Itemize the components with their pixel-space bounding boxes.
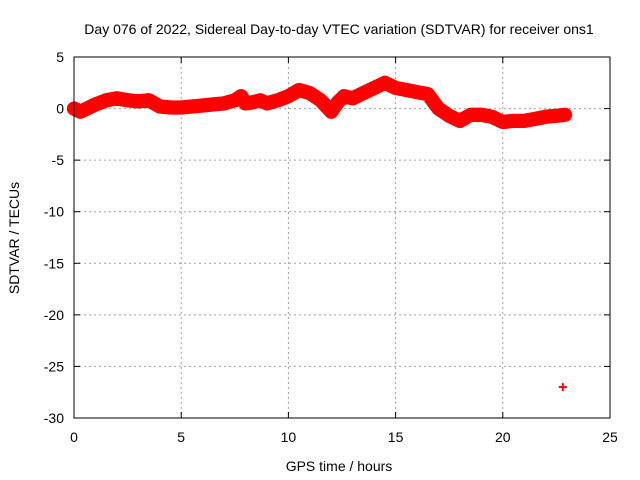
x-tick-label: 10 bbox=[281, 429, 297, 445]
x-axis-label: GPS time / hours bbox=[286, 458, 393, 474]
data-point bbox=[561, 111, 568, 118]
data-point bbox=[489, 113, 496, 120]
y-tick-label: 0 bbox=[56, 101, 64, 117]
y-tick-label: 5 bbox=[56, 49, 64, 65]
y-tick-label: -15 bbox=[44, 255, 64, 271]
data-point bbox=[242, 100, 249, 107]
data-point bbox=[521, 117, 528, 124]
data-point bbox=[146, 97, 153, 104]
x-tick-label: 15 bbox=[388, 429, 404, 445]
y-tick-label: -5 bbox=[52, 152, 65, 168]
y-tick-label: -20 bbox=[44, 307, 64, 323]
data-point bbox=[83, 105, 90, 112]
data-point bbox=[334, 99, 341, 106]
data-point bbox=[285, 93, 292, 100]
data-point bbox=[274, 97, 281, 104]
data-point bbox=[156, 103, 163, 110]
data-point bbox=[306, 90, 313, 97]
data-point bbox=[257, 97, 264, 104]
x-tick-label: 20 bbox=[495, 429, 511, 445]
x-tick-label: 0 bbox=[70, 429, 78, 445]
data-point bbox=[403, 87, 410, 94]
data-point bbox=[467, 111, 474, 118]
chart-title: Day 076 of 2022, Sidereal Day-to-day VTE… bbox=[84, 21, 594, 37]
y-tick-label: -30 bbox=[44, 410, 64, 426]
data-point bbox=[221, 100, 228, 107]
x-tick-label: 25 bbox=[602, 429, 618, 445]
data-point bbox=[542, 113, 549, 120]
y-tick-label: -10 bbox=[44, 204, 64, 220]
data-point bbox=[231, 97, 238, 104]
data-points bbox=[66, 75, 573, 392]
outlier-point bbox=[558, 383, 567, 392]
data-point bbox=[446, 112, 453, 119]
data-point bbox=[296, 87, 303, 94]
data-point bbox=[135, 98, 142, 105]
data-point bbox=[553, 112, 560, 119]
tick-labels: 0 5 10 15 20 25 5 0 -5 -10 -15 -20 -25 -30 bbox=[44, 49, 618, 445]
data-point bbox=[317, 97, 324, 104]
data-point bbox=[238, 93, 245, 100]
y-axis-label: SDTVAR / TECUs bbox=[6, 182, 22, 294]
data-point bbox=[77, 108, 84, 115]
data-point bbox=[188, 103, 195, 110]
data-point bbox=[478, 111, 485, 118]
data-point bbox=[199, 102, 206, 109]
data-point bbox=[499, 118, 506, 125]
data-point bbox=[360, 90, 367, 97]
data-point bbox=[510, 117, 517, 124]
data-point bbox=[531, 115, 538, 122]
data-point bbox=[371, 84, 378, 91]
data-point bbox=[248, 99, 255, 106]
data-point bbox=[341, 93, 348, 100]
data-point bbox=[124, 97, 131, 104]
data-point bbox=[103, 97, 110, 104]
data-point bbox=[392, 84, 399, 91]
data-point bbox=[349, 95, 356, 102]
data-point bbox=[113, 95, 120, 102]
data-point bbox=[381, 79, 388, 86]
data-point bbox=[414, 89, 421, 96]
data-point bbox=[167, 104, 174, 111]
data-point bbox=[435, 105, 442, 112]
data-point bbox=[328, 108, 335, 115]
y-tick-label: -25 bbox=[44, 358, 64, 374]
data-point bbox=[456, 117, 463, 124]
data-point bbox=[263, 100, 270, 107]
data-point bbox=[178, 104, 185, 111]
plot-frame bbox=[73, 56, 611, 419]
data-point bbox=[424, 91, 431, 98]
data-point bbox=[210, 101, 217, 108]
x-tick-label: 5 bbox=[177, 429, 185, 445]
data-point bbox=[92, 101, 99, 108]
